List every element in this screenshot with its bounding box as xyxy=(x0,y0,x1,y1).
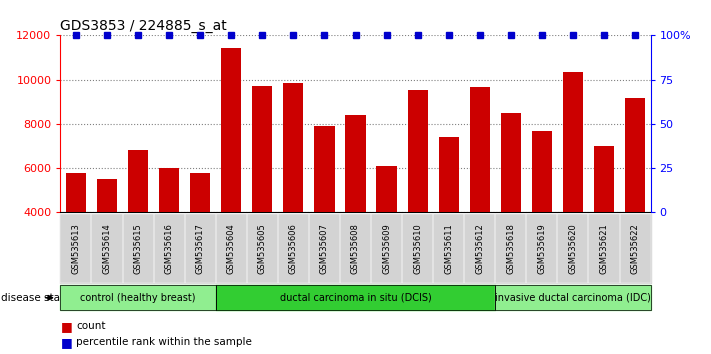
Text: GSM535615: GSM535615 xyxy=(134,223,143,274)
Text: control (healthy breast): control (healthy breast) xyxy=(80,293,196,303)
Bar xyxy=(190,172,210,301)
Text: disease state: disease state xyxy=(1,293,70,303)
Text: GSM535613: GSM535613 xyxy=(72,223,80,274)
Bar xyxy=(563,72,583,301)
Text: GSM535610: GSM535610 xyxy=(413,223,422,274)
Bar xyxy=(439,137,459,301)
Text: GSM535619: GSM535619 xyxy=(538,223,546,274)
Text: count: count xyxy=(76,321,105,331)
Bar xyxy=(470,87,490,301)
Text: GSM535605: GSM535605 xyxy=(258,223,267,274)
Text: GSM535607: GSM535607 xyxy=(320,223,329,274)
Bar xyxy=(159,168,179,301)
Bar xyxy=(594,146,614,301)
Bar xyxy=(283,83,304,301)
Text: GSM535618: GSM535618 xyxy=(506,223,515,274)
Bar xyxy=(501,113,521,301)
Text: GSM535622: GSM535622 xyxy=(631,223,639,274)
Text: GSM535614: GSM535614 xyxy=(102,223,112,274)
Bar xyxy=(346,115,365,301)
Bar xyxy=(221,47,241,301)
Text: GSM535604: GSM535604 xyxy=(227,223,236,274)
Text: ductal carcinoma in situ (DCIS): ductal carcinoma in situ (DCIS) xyxy=(279,293,432,303)
Text: GSM535608: GSM535608 xyxy=(351,223,360,274)
Bar xyxy=(314,126,335,301)
Bar xyxy=(532,131,552,301)
Bar xyxy=(66,172,86,301)
Bar xyxy=(376,166,397,301)
Text: GSM535611: GSM535611 xyxy=(444,223,453,274)
Text: ■: ■ xyxy=(60,336,73,349)
Text: GSM535620: GSM535620 xyxy=(568,223,577,274)
Text: invasive ductal carcinoma (IDC): invasive ductal carcinoma (IDC) xyxy=(495,293,651,303)
Text: GSM535621: GSM535621 xyxy=(599,223,609,274)
Text: GSM535612: GSM535612 xyxy=(475,223,484,274)
Bar xyxy=(252,86,272,301)
Bar xyxy=(97,179,117,301)
Text: GSM535606: GSM535606 xyxy=(289,223,298,274)
Bar xyxy=(407,90,428,301)
Text: percentile rank within the sample: percentile rank within the sample xyxy=(76,337,252,347)
Text: GSM535616: GSM535616 xyxy=(165,223,173,274)
Bar xyxy=(128,150,148,301)
Text: GDS3853 / 224885_s_at: GDS3853 / 224885_s_at xyxy=(60,19,228,33)
Text: GSM535617: GSM535617 xyxy=(196,223,205,274)
Text: ■: ■ xyxy=(60,320,73,333)
Text: GSM535609: GSM535609 xyxy=(382,223,391,274)
Bar xyxy=(625,98,645,301)
